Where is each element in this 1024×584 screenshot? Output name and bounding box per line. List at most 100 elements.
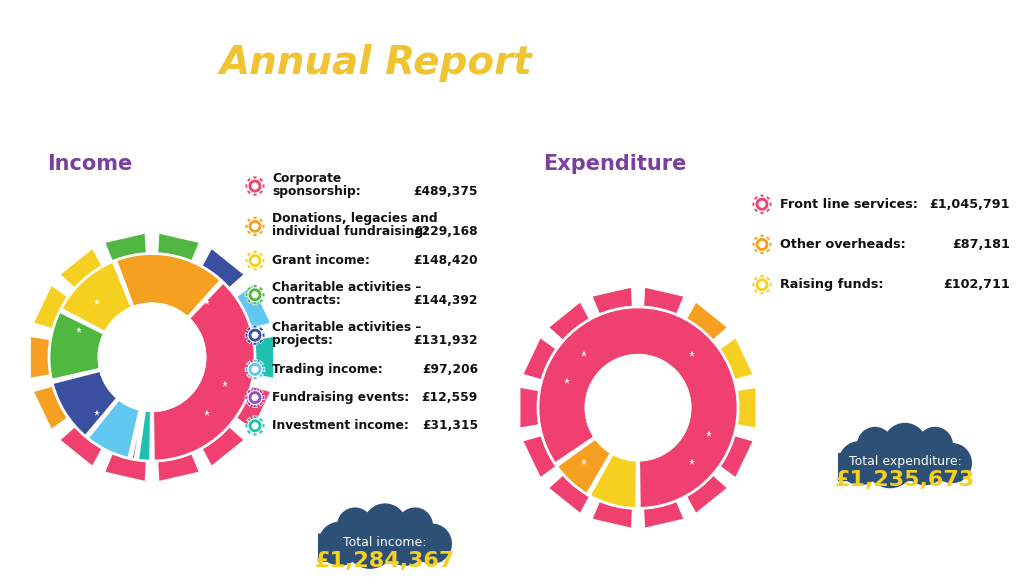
Polygon shape: [253, 266, 257, 270]
Circle shape: [252, 423, 258, 429]
Text: Other overheads:: Other overheads:: [780, 238, 906, 251]
Polygon shape: [247, 389, 252, 394]
Polygon shape: [261, 224, 265, 228]
Text: Charitable activities –: Charitable activities –: [272, 281, 421, 294]
Circle shape: [755, 197, 769, 211]
Polygon shape: [245, 184, 249, 188]
Text: Front line services:: Front line services:: [780, 197, 918, 211]
Circle shape: [865, 438, 915, 488]
Polygon shape: [258, 298, 263, 304]
Text: Raising funds:: Raising funds:: [780, 278, 884, 291]
Polygon shape: [253, 432, 257, 436]
Polygon shape: [245, 423, 249, 428]
Circle shape: [903, 441, 947, 485]
Text: £97,206: £97,206: [422, 363, 478, 376]
Wedge shape: [49, 311, 104, 380]
Polygon shape: [720, 435, 754, 478]
Text: Total income:: Total income:: [343, 536, 427, 548]
Wedge shape: [116, 253, 221, 318]
Polygon shape: [752, 202, 756, 207]
Text: Donations, legacies and: Donations, legacies and: [272, 212, 437, 225]
Polygon shape: [765, 196, 771, 201]
Polygon shape: [258, 264, 263, 269]
Polygon shape: [261, 395, 265, 400]
Polygon shape: [686, 302, 728, 340]
Polygon shape: [760, 194, 764, 198]
Circle shape: [248, 179, 262, 193]
Polygon shape: [253, 216, 257, 220]
Text: £1,045,791: £1,045,791: [930, 197, 1010, 211]
Polygon shape: [253, 251, 257, 255]
Polygon shape: [592, 287, 633, 315]
Polygon shape: [261, 367, 265, 371]
Polygon shape: [754, 288, 759, 293]
Text: contracts:: contracts:: [272, 294, 342, 307]
Wedge shape: [556, 438, 611, 494]
Polygon shape: [765, 236, 771, 241]
Circle shape: [586, 355, 690, 460]
Polygon shape: [253, 176, 257, 180]
Circle shape: [838, 441, 882, 485]
Wedge shape: [87, 399, 140, 458]
Polygon shape: [548, 302, 590, 340]
Polygon shape: [258, 373, 263, 378]
Polygon shape: [258, 230, 263, 235]
Polygon shape: [720, 338, 754, 380]
Polygon shape: [768, 283, 772, 287]
Polygon shape: [643, 500, 684, 529]
Circle shape: [755, 278, 769, 292]
Circle shape: [252, 332, 258, 338]
Circle shape: [248, 253, 262, 267]
Polygon shape: [261, 333, 265, 338]
Polygon shape: [548, 475, 590, 514]
Wedge shape: [137, 410, 152, 461]
Polygon shape: [33, 386, 69, 430]
Text: £1,284,367: £1,284,367: [314, 551, 456, 571]
Circle shape: [932, 443, 972, 483]
Polygon shape: [258, 338, 263, 344]
Polygon shape: [765, 288, 771, 293]
Polygon shape: [261, 293, 265, 297]
Polygon shape: [245, 333, 249, 338]
Polygon shape: [236, 285, 270, 329]
Polygon shape: [258, 417, 263, 423]
Text: Income: Income: [47, 154, 132, 174]
Text: £102,711: £102,711: [943, 278, 1010, 291]
Polygon shape: [247, 252, 252, 258]
Polygon shape: [520, 387, 540, 428]
Circle shape: [248, 391, 262, 405]
Polygon shape: [765, 276, 771, 281]
Polygon shape: [686, 475, 728, 514]
Polygon shape: [261, 184, 265, 188]
Text: £1,235,673: £1,235,673: [835, 470, 975, 490]
Text: £131,932: £131,932: [414, 334, 478, 347]
Polygon shape: [258, 361, 263, 366]
Polygon shape: [258, 389, 263, 394]
Polygon shape: [245, 293, 249, 297]
Text: individual fundraising:: individual fundraising:: [272, 225, 428, 238]
Text: Fundraising events:: Fundraising events:: [272, 391, 410, 404]
Text: Expenditure: Expenditure: [543, 154, 686, 174]
Polygon shape: [247, 178, 252, 183]
Wedge shape: [52, 370, 118, 436]
Circle shape: [918, 427, 953, 463]
Polygon shape: [245, 224, 249, 228]
Polygon shape: [253, 404, 257, 408]
Circle shape: [252, 258, 258, 264]
Polygon shape: [59, 426, 102, 467]
Circle shape: [252, 223, 258, 230]
Polygon shape: [765, 207, 771, 213]
Text: Annual Report: Annual Report: [220, 44, 532, 82]
Polygon shape: [30, 336, 50, 378]
Polygon shape: [253, 301, 257, 305]
FancyBboxPatch shape: [838, 453, 962, 481]
Polygon shape: [754, 236, 759, 241]
Polygon shape: [104, 233, 146, 262]
Polygon shape: [247, 218, 252, 223]
Circle shape: [248, 288, 262, 302]
Polygon shape: [158, 453, 200, 482]
Polygon shape: [258, 429, 263, 434]
Text: Corporate: Corporate: [272, 172, 341, 185]
Wedge shape: [131, 409, 143, 460]
Polygon shape: [592, 500, 633, 529]
